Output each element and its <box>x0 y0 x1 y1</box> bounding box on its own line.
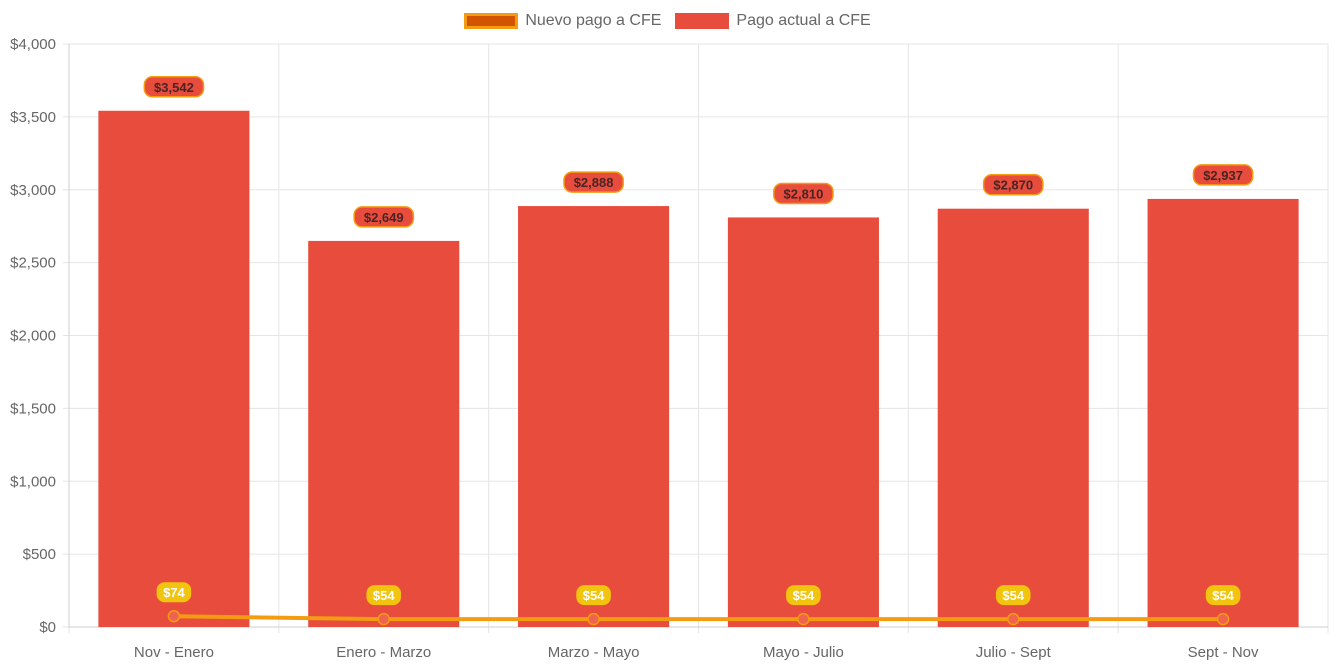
x-tick-label: Nov - Enero <box>134 644 214 661</box>
bar-value-label: $2,937 <box>1203 168 1243 183</box>
bar <box>937 208 1089 627</box>
y-tick-label: $0 <box>39 619 56 636</box>
x-tick-label: Enero - Marzo <box>336 644 431 661</box>
bar <box>308 240 460 627</box>
bar-value-label: $2,810 <box>784 186 824 201</box>
bar <box>1147 198 1299 627</box>
bar-value-label-box <box>982 173 1044 196</box>
x-tick-label: Mayo - Julio <box>763 644 844 661</box>
y-tick-label: $3,500 <box>10 109 56 126</box>
x-tick-label: Marzo - Mayo <box>548 644 640 661</box>
legend-label-pago-actual: Pago actual a CFE <box>736 12 871 29</box>
line-value-label: $54 <box>793 588 815 603</box>
bar <box>98 110 250 628</box>
line-value-label: $54 <box>1002 588 1024 603</box>
bar-value-label-box <box>353 206 415 228</box>
line-point <box>377 612 390 626</box>
legend: Nuevo pago a CFE Pago actual a CFE <box>0 10 1335 32</box>
legend-swatch-line <box>464 13 519 29</box>
y-tick-label: $1,000 <box>10 473 56 490</box>
bar <box>727 217 879 627</box>
legend-swatch-bar <box>675 13 730 29</box>
line-point <box>587 612 600 626</box>
x-tick-label: Julio - Sept <box>976 644 1052 661</box>
y-tick-label: $500 <box>23 546 56 563</box>
y-tick-label: $2,000 <box>10 328 56 345</box>
line-value-label-box <box>156 582 192 603</box>
line-point <box>1216 612 1230 626</box>
line-value-label-box <box>995 585 1031 606</box>
line-value-label: $74 <box>163 585 185 600</box>
legend-item-pago-actual[interactable]: Pago actual a CFE <box>675 12 871 30</box>
y-tick-label: $1,500 <box>10 400 56 417</box>
line-value-label-box <box>786 585 821 606</box>
line-value-label: $54 <box>583 588 605 603</box>
line-value-label-box <box>366 585 402 606</box>
line-series <box>173 614 1224 622</box>
line-value-label: $54 <box>1212 588 1234 603</box>
line-value-label-box <box>1205 585 1241 606</box>
bar-value-label: $3,542 <box>154 80 194 95</box>
line-point <box>1007 612 1020 626</box>
bar-value-label: $2,888 <box>574 175 614 190</box>
line-value-label-box <box>576 585 611 606</box>
bar-value-label-box <box>143 76 205 98</box>
y-tick-label: $4,000 <box>10 36 56 53</box>
line-point <box>797 612 810 626</box>
bar-value-label: $2,649 <box>364 210 404 225</box>
y-tick-label: $2,500 <box>10 255 56 272</box>
y-tick-label: $3,000 <box>10 182 56 199</box>
legend-label-nuevo-pago: Nuevo pago a CFE <box>525 12 662 29</box>
line-point <box>167 609 181 623</box>
bar-value-label-box <box>563 171 624 193</box>
legend-item-nuevo-pago[interactable]: Nuevo pago a CFE <box>464 12 661 30</box>
line-value-label: $54 <box>373 588 395 603</box>
x-tick-label: Sept - Nov <box>1188 644 1259 661</box>
bar-value-label: $2,870 <box>993 178 1033 193</box>
bar-value-label-box <box>773 182 834 205</box>
bar <box>518 206 670 627</box>
bar-value-label-box <box>1192 164 1254 186</box>
